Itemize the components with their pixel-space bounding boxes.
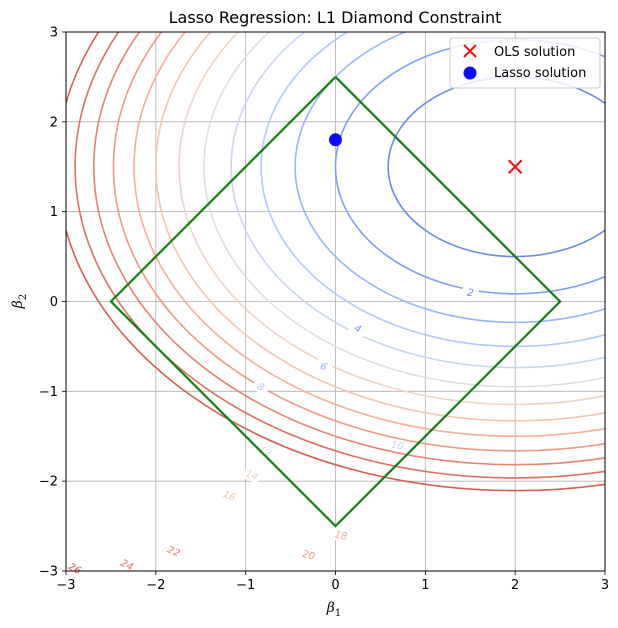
y-tick-label-4: 1 bbox=[50, 205, 58, 220]
x-tick-label-6: 3 bbox=[601, 578, 609, 593]
contour-level-6 bbox=[294, 32, 605, 324]
y-axis-label: β2 bbox=[10, 294, 29, 309]
constraint-layer bbox=[109, 76, 562, 528]
legend-entry-ols: OLS solution bbox=[463, 44, 575, 60]
lasso-solution-marker bbox=[329, 133, 342, 147]
x-tick-label-2: −1 bbox=[236, 578, 255, 593]
legend-lasso-marker bbox=[463, 66, 477, 80]
legend: OLS solution Lasso solution bbox=[449, 37, 601, 89]
l1-diamond-constraint bbox=[109, 76, 562, 528]
y-tick-label-0: −3 bbox=[39, 565, 58, 580]
contour-label-12: 12 bbox=[257, 445, 273, 460]
x-tick-label-4: 1 bbox=[421, 578, 429, 593]
contour-level-10 bbox=[230, 32, 605, 369]
contour-label-26: 26 bbox=[66, 561, 82, 577]
contour-label-bg-26 bbox=[65, 559, 85, 578]
contour-label-bg-2 bbox=[461, 285, 480, 300]
y-tick-label-2: −1 bbox=[39, 385, 58, 400]
contour-label-24: 24 bbox=[119, 558, 135, 573]
y-tick-label-5: 2 bbox=[50, 115, 58, 130]
y-tick-label-3: 0 bbox=[50, 295, 58, 310]
x-tick-label-0: −3 bbox=[56, 578, 75, 593]
legend-entry-lasso: Lasso solution bbox=[463, 66, 586, 81]
contour-level-22 bbox=[93, 32, 605, 466]
y-tick-label-6: 3 bbox=[50, 26, 58, 41]
contour-label-2: 2 bbox=[466, 288, 474, 300]
contour-level-16 bbox=[155, 32, 605, 422]
contour-level-12 bbox=[203, 32, 605, 388]
legend-frame bbox=[449, 37, 601, 89]
legend-ols-marker bbox=[463, 44, 477, 58]
contour-label-bg-10 bbox=[388, 437, 407, 453]
contour-label-bg-18 bbox=[331, 527, 351, 543]
contour-label-20: 20 bbox=[301, 549, 316, 563]
y-tick-label-1: −2 bbox=[39, 475, 58, 490]
contour-level-20 bbox=[112, 32, 605, 452]
contour-label-6: 6 bbox=[318, 361, 329, 374]
chart-title: Lasso Regression: L1 Diamond Constraint bbox=[169, 8, 502, 27]
contour-level-18 bbox=[133, 32, 605, 437]
contour-label-bg-4 bbox=[348, 319, 368, 338]
contour-label-bg-6 bbox=[314, 357, 334, 376]
x-axis-label: β1 bbox=[326, 600, 341, 619]
contour-label-14: 14 bbox=[244, 468, 260, 483]
x-tick-label-3: 0 bbox=[331, 578, 339, 593]
legend-ols-label: OLS solution bbox=[494, 45, 575, 60]
contour-label-bg-12 bbox=[255, 442, 276, 461]
contour-label-16: 16 bbox=[221, 489, 237, 504]
ols-solution-marker bbox=[507, 159, 523, 174]
contour-label-bg-14 bbox=[242, 466, 262, 484]
contour-level-24 bbox=[74, 32, 605, 479]
legend-lasso-label: Lasso solution bbox=[494, 66, 586, 81]
x-tick-label-5: 2 bbox=[511, 578, 519, 593]
contour-label-bg-20 bbox=[299, 546, 318, 563]
contour-level-26 bbox=[66, 32, 605, 492]
contour-level-14 bbox=[178, 32, 605, 406]
x-tick-label-1: −2 bbox=[146, 578, 165, 593]
contour-label-8: 8 bbox=[255, 381, 266, 394]
contour-label-10: 10 bbox=[390, 440, 405, 453]
contour-label-bg-22 bbox=[164, 542, 184, 560]
markers bbox=[329, 133, 523, 174]
contour-label-22: 22 bbox=[165, 545, 181, 560]
contour-label-bg-24 bbox=[117, 555, 137, 574]
contour-label-18: 18 bbox=[333, 529, 348, 543]
contour-label-bg-8 bbox=[251, 377, 271, 397]
contour-label-bg-16 bbox=[219, 486, 240, 505]
contour-label-4: 4 bbox=[352, 323, 363, 336]
